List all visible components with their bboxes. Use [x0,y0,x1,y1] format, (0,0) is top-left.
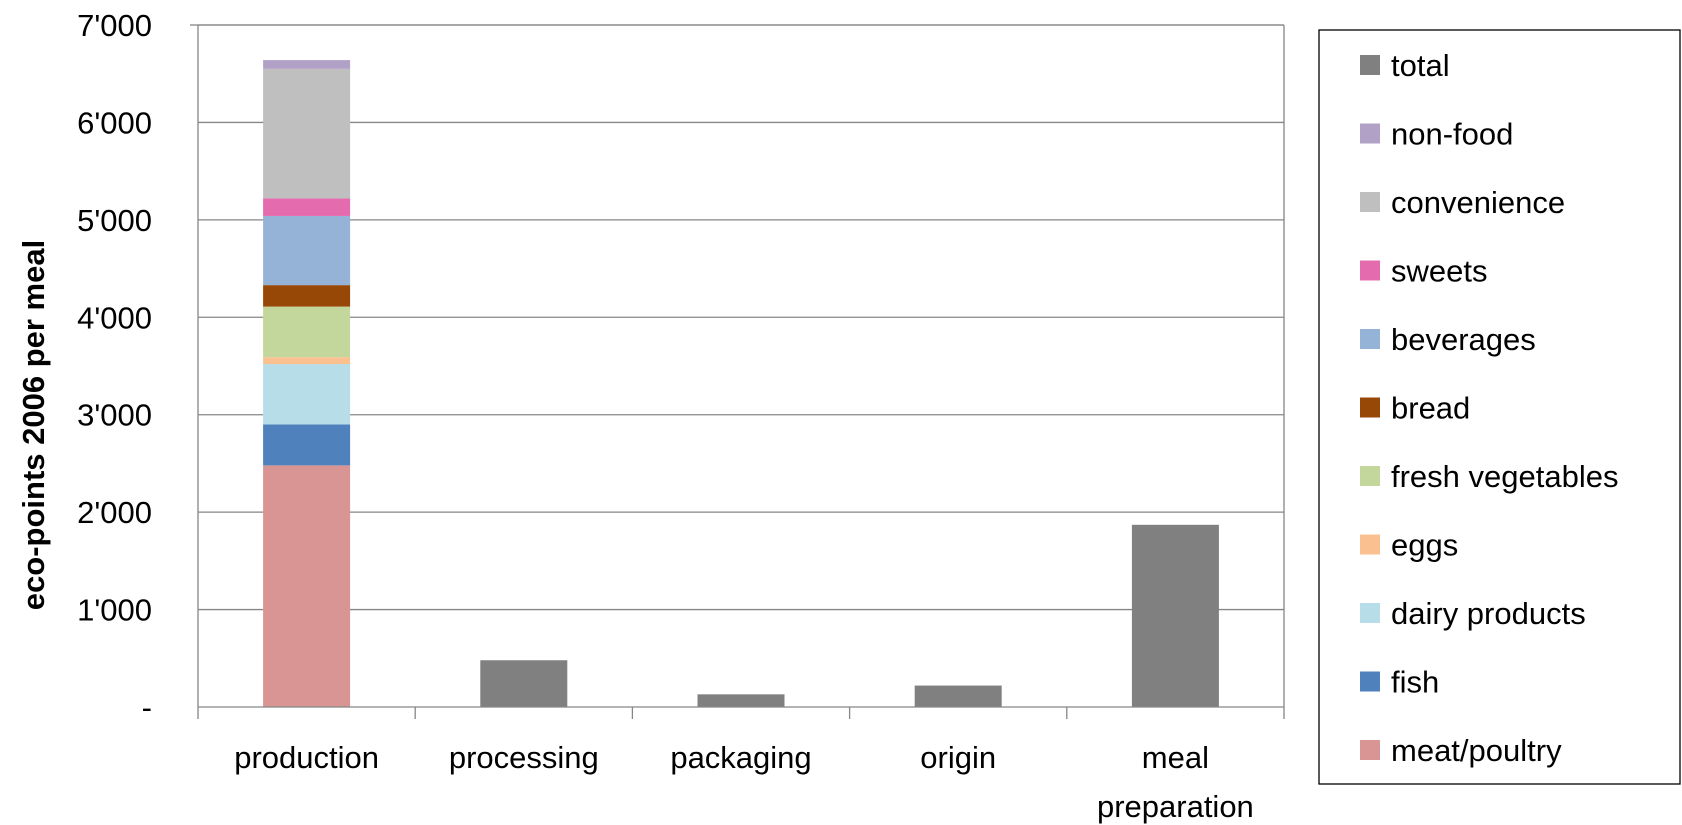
x-tick-label: origin [920,740,996,775]
legend-swatch [1360,192,1380,212]
bar-segment [263,364,351,425]
bars [263,60,1219,707]
legend-label: eggs [1391,528,1458,563]
legend-label: fish [1391,665,1439,700]
legend-swatch [1360,534,1380,555]
bar-segment [263,215,351,286]
y-tick-label: 3'000 [77,398,152,433]
y-tick-label: 4'000 [77,300,152,335]
y-tick-label: - [142,690,152,725]
bar-segment [263,424,351,466]
bar-segment [263,68,351,199]
legend-swatch [1360,740,1380,760]
legend-swatch [1360,397,1380,418]
gridlines [198,24,1284,611]
legend-label: meat/poultry [1391,733,1562,768]
legend-swatch [1360,260,1380,281]
legend-label: dairy products [1391,596,1586,631]
bar-segment [263,198,351,216]
legend-swatch [1360,123,1380,144]
y-tick-label: 7'000 [77,8,152,43]
x-tick-label: processing [449,740,599,775]
bar-segment [1131,524,1219,707]
bar-segment [480,660,568,707]
y-tick-label: 1'000 [77,593,152,628]
bar-segment [697,694,785,707]
bar-segment [914,685,1002,707]
legend-label: fresh vegetables [1391,459,1618,494]
legend: total non-food convenience sweets beverages b… [1318,29,1681,785]
legend-swatch [1360,55,1380,75]
legend-swatch [1360,466,1380,486]
y-axis-label: eco-points 2006 per meal [16,240,51,610]
bar-segment [263,60,351,69]
legend-label: non-food [1391,117,1513,152]
y-tick-label: 6'000 [77,105,152,140]
bar-segment [263,357,351,365]
legend-swatch [1360,603,1380,623]
axes: - 1'000 2'000 3'000 4'000 5'000 6'000 7'000 prod… [77,8,1285,824]
legend-swatch [1360,671,1380,692]
legend-swatch [1360,329,1380,349]
y-tick-label: 2'000 [77,495,152,530]
legend-label: convenience [1391,185,1565,220]
bar-segment [263,306,351,358]
x-tick-label: production [234,740,379,775]
y-tick-label: 5'000 [77,203,152,238]
bar-segment [263,465,351,707]
legend-label: beverages [1391,322,1536,357]
legend-label: sweets [1391,254,1487,289]
x-tick-label: preparation [1097,789,1254,824]
legend-label: total [1391,48,1450,83]
legend-label: bread [1391,391,1470,426]
bar-segment [263,285,351,307]
x-tick-label: packaging [670,740,811,775]
x-tick-label: meal [1142,740,1209,775]
